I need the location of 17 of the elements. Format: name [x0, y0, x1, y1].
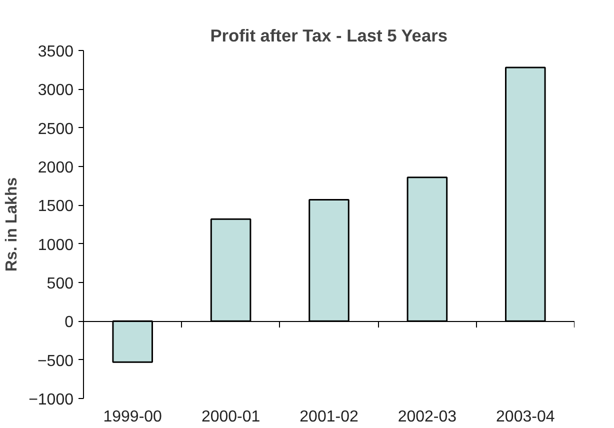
- y-tick-label: 1000: [38, 236, 74, 254]
- y-tick-label: 2500: [38, 120, 74, 138]
- y-tick-label: 0: [64, 314, 74, 332]
- x-tick-label: 1999-00: [103, 408, 162, 426]
- x-tick-label: 2003-04: [496, 408, 555, 426]
- y-tick-label: −500: [37, 352, 74, 370]
- y-tick-label: 3500: [38, 44, 74, 60]
- y-tick-label: 500: [46, 276, 74, 292]
- y-axis-title: Rs. in Lakhs: [4, 177, 21, 272]
- x-tick-label: 2002-03: [398, 408, 457, 426]
- x-tick-label: 2000-01: [201, 408, 260, 426]
- y-tick-label: 3000: [38, 82, 74, 100]
- y-tick-label: 2000: [38, 160, 74, 176]
- x-tick-label: 2001-02: [300, 408, 358, 426]
- chart-title: Profit after Tax - Last 5 Years: [210, 26, 448, 46]
- y-tick-label: −1000: [28, 392, 74, 408]
- y-tick-label: 1500: [38, 198, 74, 216]
